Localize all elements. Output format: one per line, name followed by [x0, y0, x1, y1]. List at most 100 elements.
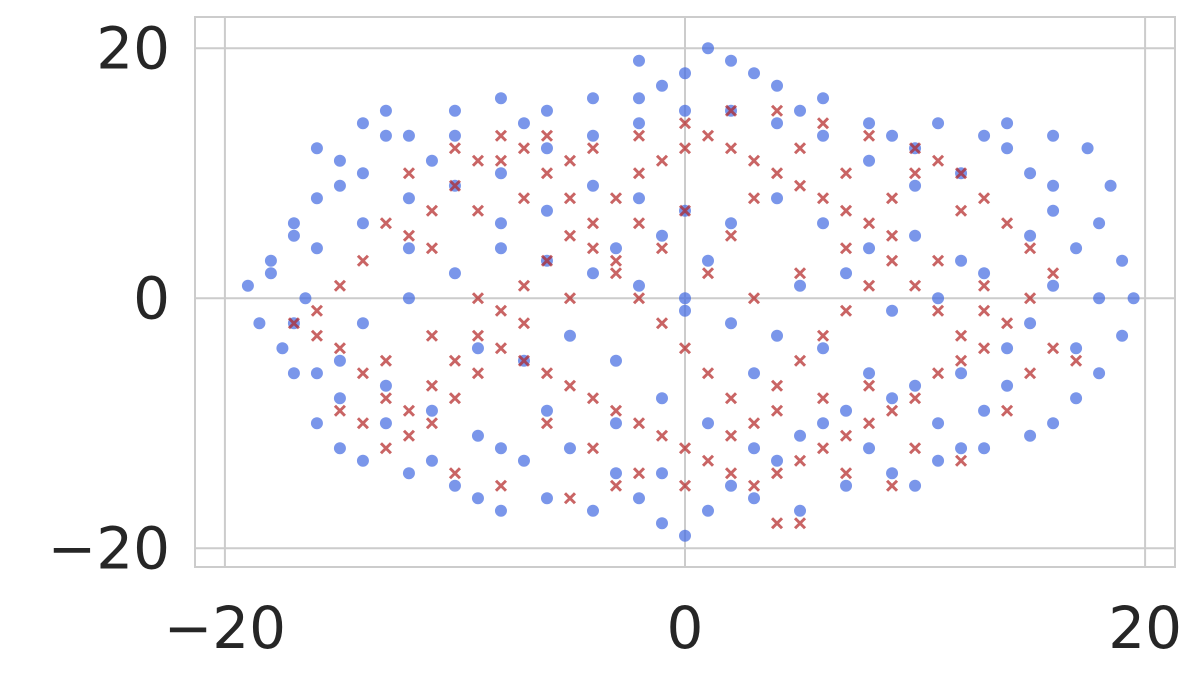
- data-point-x: [862, 217, 876, 230]
- data-point-circle: [1070, 392, 1083, 405]
- data-point-circle: [494, 242, 507, 255]
- data-point-x: [724, 467, 738, 480]
- data-point-circle: [748, 492, 761, 505]
- data-point-x: [839, 429, 853, 442]
- data-point-circle: [1024, 167, 1037, 180]
- data-point-circle: [932, 117, 945, 130]
- data-point-circle: [448, 267, 461, 280]
- data-point-circle: [632, 492, 645, 505]
- data-point-x: [954, 329, 968, 342]
- data-point-x: [402, 429, 416, 442]
- data-point-x: [678, 342, 692, 355]
- data-point-circle: [886, 129, 899, 142]
- y-tick-label: 0: [133, 264, 170, 332]
- data-point-circle: [932, 292, 945, 305]
- data-point-x: [839, 204, 853, 217]
- data-point-circle: [379, 129, 392, 142]
- data-point-x: [908, 142, 922, 155]
- data-point-circle: [978, 267, 991, 280]
- data-point-x: [793, 267, 807, 280]
- data-point-circle: [702, 417, 715, 430]
- data-point-circle: [299, 292, 312, 305]
- data-point-x: [862, 379, 876, 392]
- data-point-circle: [333, 354, 346, 367]
- data-point-x: [1047, 267, 1060, 280]
- data-point-circle: [909, 179, 922, 192]
- data-point-x: [563, 492, 577, 505]
- data-point-circle: [679, 304, 691, 317]
- data-point-x: [724, 104, 738, 117]
- data-point-x: [402, 167, 416, 180]
- data-point-x: [978, 192, 991, 205]
- data-point-circle: [955, 367, 968, 380]
- data-point-circle: [632, 192, 645, 205]
- data-point-x: [586, 217, 600, 230]
- data-point-circle: [679, 67, 691, 80]
- data-point-x: [885, 479, 899, 492]
- data-point-circle: [1093, 292, 1106, 305]
- data-point-x: [494, 304, 508, 317]
- data-point-x: [379, 217, 392, 230]
- data-point-circle: [1024, 429, 1037, 442]
- data-point-circle: [909, 229, 922, 242]
- data-point-x: [931, 254, 945, 267]
- data-point-circle: [563, 442, 576, 455]
- data-point-x: [816, 117, 830, 130]
- data-point-circle: [540, 204, 553, 217]
- data-point-circle: [609, 417, 622, 430]
- data-point-circle: [655, 229, 668, 242]
- data-point-circle: [586, 129, 599, 142]
- data-point-circle: [494, 167, 507, 180]
- data-point-x: [333, 404, 346, 417]
- data-point-circle: [748, 367, 761, 380]
- data-point-circle: [909, 379, 922, 392]
- data-point-circle: [1047, 279, 1060, 292]
- data-point-x: [448, 142, 462, 155]
- data-point-circle: [540, 104, 553, 117]
- data-point-circle: [679, 529, 691, 542]
- data-point-x: [517, 192, 531, 205]
- data-point-circle: [978, 442, 991, 455]
- data-point-circle: [609, 354, 622, 367]
- data-point-x: [425, 417, 439, 430]
- data-point-x: [724, 142, 738, 155]
- tick-labels: −20 0 20 −20 0 20: [48, 14, 1182, 662]
- data-point-x: [609, 192, 623, 205]
- data-point-circle: [702, 254, 715, 267]
- data-point-circle: [1104, 179, 1117, 192]
- data-point-circle: [609, 467, 622, 480]
- data-point-circle: [287, 367, 300, 380]
- data-point-circle: [494, 504, 507, 517]
- data-point-circle: [563, 329, 576, 342]
- data-point-x: [793, 179, 807, 192]
- data-point-x: [747, 292, 761, 305]
- data-point-x: [954, 354, 968, 367]
- data-point-x: [1024, 367, 1037, 380]
- data-point-circle: [1047, 179, 1060, 192]
- data-point-x: [402, 404, 416, 417]
- data-point-circle: [402, 242, 415, 255]
- data-point-circle: [794, 279, 807, 292]
- data-point-circle: [425, 404, 438, 417]
- data-point-x: [287, 317, 300, 330]
- data-point-x: [770, 517, 784, 530]
- data-point-x: [793, 354, 807, 367]
- data-point-circle: [253, 317, 266, 330]
- data-point-circle: [909, 479, 922, 492]
- data-point-x: [678, 479, 692, 492]
- data-point-circle: [817, 129, 830, 142]
- data-point-circle: [794, 504, 807, 517]
- data-point-x: [425, 242, 439, 255]
- data-point-x: [678, 117, 692, 130]
- data-point-x: [1001, 217, 1014, 230]
- data-point-x: [563, 292, 577, 305]
- data-point-x: [517, 317, 531, 330]
- data-point-x: [310, 304, 323, 317]
- x-tick-label: −20: [164, 594, 286, 662]
- data-point-x: [379, 442, 392, 455]
- data-point-x: [517, 354, 531, 367]
- data-point-x: [747, 192, 761, 205]
- data-point-circle: [1081, 142, 1094, 155]
- data-point-x: [908, 392, 922, 405]
- data-point-x: [655, 154, 669, 167]
